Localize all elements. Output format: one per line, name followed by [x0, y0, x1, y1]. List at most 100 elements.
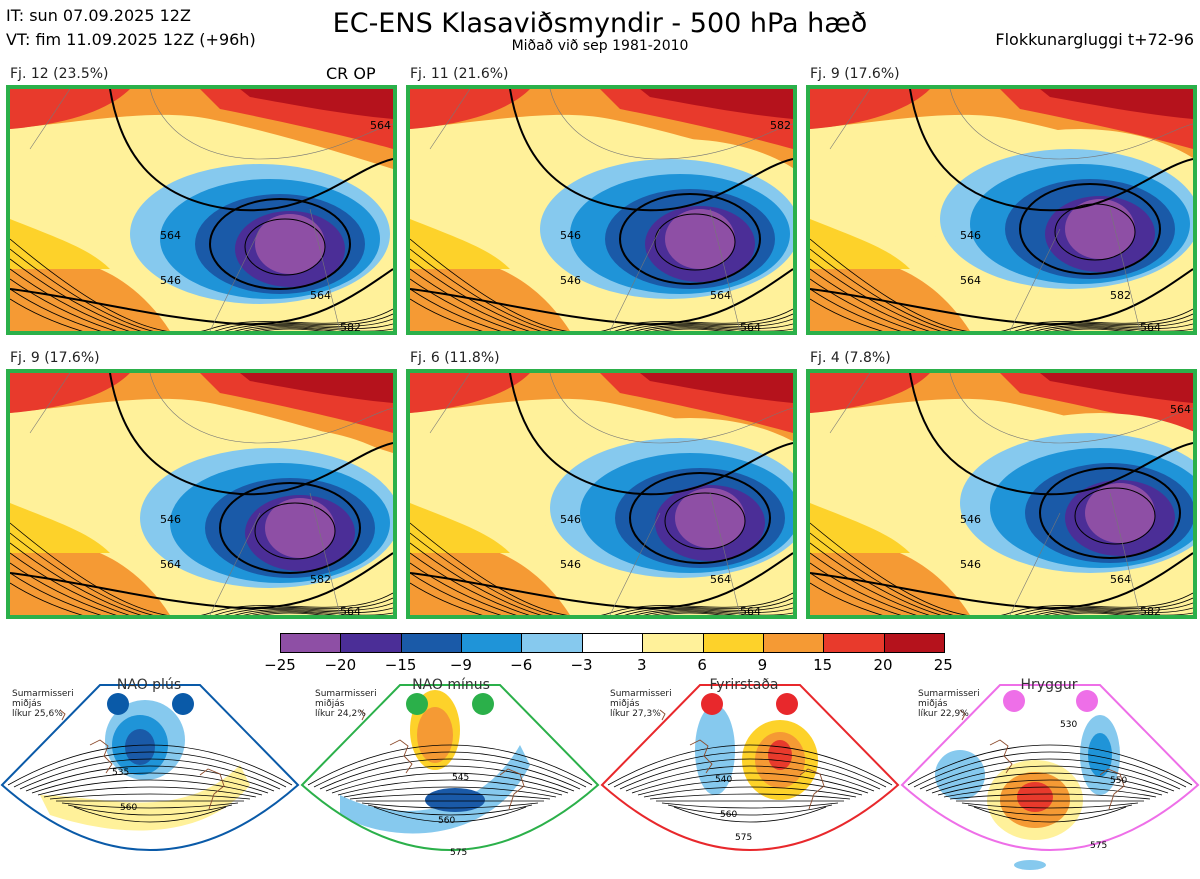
cluster-map-1: 564 546 564 582 564: [6, 85, 397, 335]
regime-nao-plus: 535 560: [0, 675, 300, 875]
colorbar-tick: −6: [510, 656, 533, 674]
colorbar-tick: 25: [933, 656, 953, 674]
regime-note-3: Sumarmisseri miðjás líkur 27,3%: [610, 689, 672, 719]
contour-label: 546: [560, 513, 581, 526]
colorbar-tick: 9: [757, 656, 768, 674]
contour-label: 564: [960, 274, 981, 287]
panel-label-5: Fj. 6 (11.8%): [410, 350, 500, 366]
contour-label: 564: [160, 229, 181, 242]
regime-dot-1b: [172, 693, 194, 715]
colorbar-tick: 20: [873, 656, 893, 674]
contour-label: 546: [560, 558, 581, 571]
cluster-map-3: 546 564 582 564: [806, 85, 1197, 335]
colorbar-tick: −15: [384, 656, 417, 674]
colorbar-swatch: [281, 634, 342, 652]
regime-dot-2a: [406, 693, 428, 715]
cluster-map-6: 546 546 564 582 564: [806, 369, 1197, 619]
regime-dot-2b: [472, 693, 494, 715]
regime-contour-label: 560: [120, 803, 137, 813]
regime-note-1: Sumarmisseri miðjás líkur 25,6%: [12, 689, 74, 719]
contour-label: 582: [340, 321, 361, 331]
contour-label: 564: [340, 605, 361, 615]
initial-time: IT: sun 07.09.2025 12Z: [6, 6, 191, 25]
valid-time: VT: fim 11.09.2025 12Z (+96h): [6, 30, 256, 49]
panel-label-1: Fj. 12 (23.5%): [10, 66, 109, 82]
colorbar-swatch: [582, 634, 644, 652]
anomaly-colorbar: [280, 633, 945, 653]
colorbar-swatch: [824, 634, 885, 652]
contour-label: 546: [560, 274, 581, 287]
regime-contour-label: 575: [1090, 841, 1107, 851]
regime-ridge: 530 550 575: [900, 675, 1200, 875]
regime-contour-label: 550: [1110, 776, 1127, 786]
contour-label: 582: [770, 119, 791, 132]
contour-label: 564: [160, 558, 181, 571]
contour-label: 582: [1140, 605, 1161, 615]
operational-tag: CR OP: [326, 64, 376, 83]
colorbar-swatch: [643, 634, 704, 652]
classification-window: Flokkunargluggi t+72-96: [995, 30, 1194, 49]
regime-blocking: 540 560 575: [600, 675, 900, 875]
regime-dot-4a: [1003, 690, 1025, 712]
regime-dot-3a: [701, 693, 723, 715]
colorbar-tick: 6: [697, 656, 707, 674]
regime-contour-label: 540: [715, 775, 732, 785]
regime-contour-label: 545: [452, 773, 469, 783]
contour-label: 546: [560, 229, 581, 242]
colorbar-tick: −3: [570, 656, 593, 674]
contour-label: 582: [1110, 289, 1131, 302]
regime-contour-label: 535: [112, 768, 129, 778]
colorbar-swatch: [341, 634, 402, 652]
panel-label-4: Fj. 9 (17.6%): [10, 350, 100, 366]
colorbar-swatch: [462, 634, 523, 652]
contour-label: 564: [310, 289, 331, 302]
colorbar-swatch: [703, 634, 764, 652]
contour-label: 546: [960, 558, 981, 571]
regime-title-3: Fyrirstaða: [709, 677, 779, 693]
regime-title-2: NAO mínus: [412, 677, 490, 693]
regime-contour-label: 530: [1060, 720, 1077, 730]
regime-dot-4b: [1076, 690, 1098, 712]
contour-label: 546: [160, 513, 181, 526]
panel-label-6: Fj. 4 (7.8%): [810, 350, 891, 366]
panel-label-3: Fj. 9 (17.6%): [810, 66, 900, 82]
regime-title-1: NAO plús: [116, 677, 182, 693]
page-title: EC-ENS Klasaviðsmyndir - 500 hPa hæð: [332, 8, 868, 39]
contour-label: 564: [1110, 573, 1131, 586]
regime-note-4: Sumarmisseri miðjás líkur 22,9%: [918, 689, 980, 719]
regime-contour-label: 575: [450, 848, 467, 858]
colorbar-swatch: [884, 634, 944, 652]
cluster-map-4: 546 564 582 564: [6, 369, 397, 619]
colorbar-tick: −9: [449, 656, 472, 674]
contour-label: 564: [710, 289, 731, 302]
regime-contour-label: 560: [720, 810, 737, 820]
regime-title-4: Hryggur: [1020, 677, 1078, 693]
colorbar-swatch: [522, 634, 583, 652]
panel-label-2: Fj. 11 (21.6%): [410, 66, 509, 82]
page-subtitle: Miðað við sep 1981-2010: [511, 38, 689, 54]
regime-note-2: Sumarmisseri miðjás líkur 24,2%: [315, 689, 377, 719]
contour-label: 564: [1170, 403, 1191, 416]
colorbar-tick: 15: [813, 656, 833, 674]
contour-label: 564: [710, 573, 731, 586]
contour-label: 546: [960, 513, 981, 526]
colorbar-tick: 3: [637, 656, 647, 674]
regime-nao-minus: 545 560 575: [300, 675, 600, 875]
colorbar-tick: −25: [264, 656, 296, 674]
contour-label: 546: [160, 274, 181, 287]
contour-label: 582: [310, 573, 331, 586]
contour-label: 564: [740, 321, 761, 331]
contour-label: 564: [370, 119, 391, 132]
contour-label: 546: [960, 229, 981, 242]
cluster-map-5: 546 546 564 564: [406, 369, 797, 619]
regime-dot-3b: [776, 693, 798, 715]
colorbar-swatch: [763, 634, 825, 652]
regime-contour-label: 560: [438, 816, 455, 826]
contour-label: 564: [740, 605, 761, 615]
contour-label: 564: [1140, 321, 1161, 331]
colorbar-tick: −20: [324, 656, 357, 674]
colorbar-swatch: [401, 634, 463, 652]
cluster-map-2: 546 546 564 564 582: [406, 85, 797, 335]
regime-contour-label: 575: [735, 833, 752, 843]
regime-dot-1a: [107, 693, 129, 715]
